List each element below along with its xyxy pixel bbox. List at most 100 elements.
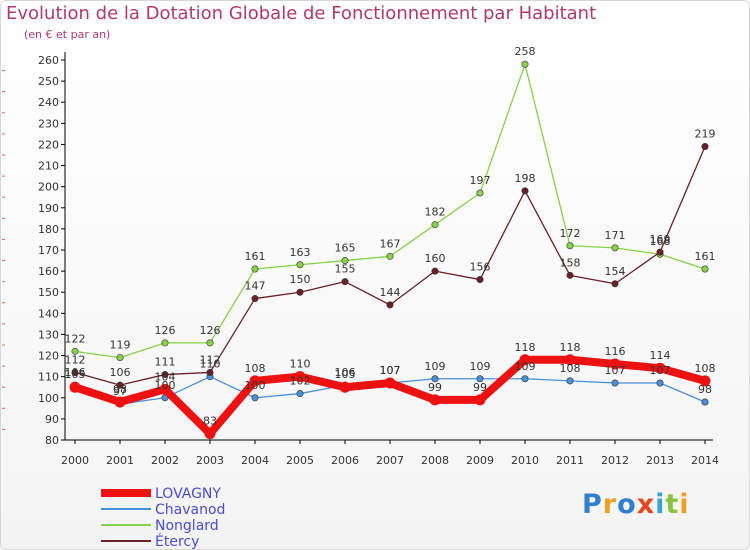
data-label: 165 [335, 242, 356, 255]
data-point [161, 371, 169, 379]
data-point [431, 221, 439, 229]
data-labels: 106 97 100 110 100 102 106 107 109 109 109 108 107 10… [65, 45, 716, 427]
data-label: 114 [650, 349, 671, 362]
y-tick-label: 90 [45, 413, 59, 426]
data-label: 169 [650, 233, 671, 246]
chart-subtitle: (en € et par an) [24, 28, 111, 41]
data-point [206, 339, 214, 347]
data-label: 118 [560, 341, 581, 354]
y-tick-label: 120 [38, 350, 59, 363]
series-lines [69, 60, 711, 440]
data-label: 198 [515, 172, 536, 185]
data-point [566, 377, 574, 385]
data-point [71, 368, 79, 376]
data-point [474, 394, 486, 406]
data-label: 99 [473, 381, 487, 394]
data-point [206, 368, 214, 376]
data-label: 161 [245, 250, 266, 263]
data-point [521, 375, 529, 383]
data-point [161, 339, 169, 347]
y-tick-label: 250 [38, 75, 59, 88]
logo-letter: P [582, 489, 603, 520]
data-label: 112 [65, 353, 86, 366]
data-label: 105 [335, 368, 356, 381]
data-label: 100 [245, 379, 266, 392]
x-tick-label: 2007 [376, 454, 404, 467]
x-tick-label: 2006 [331, 454, 359, 467]
data-point [249, 375, 261, 387]
axes: 8090100110120130140150160170180190200210… [2, 52, 719, 467]
data-label: 109 [425, 360, 446, 373]
data-label: 126 [200, 324, 221, 337]
data-point [339, 381, 351, 393]
data-point [521, 187, 529, 195]
data-point [611, 379, 619, 387]
data-label: 116 [605, 345, 626, 358]
data-point [204, 428, 216, 440]
data-point [519, 354, 531, 366]
data-point [296, 288, 304, 296]
x-tick-label: 2011 [556, 454, 584, 467]
data-label: 98 [698, 383, 712, 396]
data-point [386, 252, 394, 260]
data-point [429, 394, 441, 406]
data-point [294, 371, 306, 383]
x-tick-label: 2014 [691, 454, 719, 467]
x-tick-label: 2001 [106, 454, 134, 467]
y-tick-label: 180 [38, 223, 59, 236]
legend-label-chavanod: Chavanod [155, 502, 225, 518]
data-label: 97 [113, 385, 127, 398]
data-label: 119 [110, 339, 131, 352]
y-tick-label: 110 [38, 371, 59, 384]
data-point [341, 257, 349, 265]
y-tick-label: 100 [38, 392, 59, 405]
data-point [296, 261, 304, 269]
data-label: 83 [203, 415, 217, 428]
logo-letter: x [636, 489, 656, 520]
data-point [656, 248, 664, 256]
x-tick-label: 2008 [421, 454, 449, 467]
data-label: 122 [65, 332, 86, 345]
data-point [114, 396, 126, 408]
data-label: 100 [155, 379, 176, 392]
logo-letter: o [617, 489, 637, 520]
data-point [476, 375, 484, 383]
logo-letter: i [679, 489, 690, 520]
data-point [521, 60, 529, 68]
data-point [71, 347, 79, 355]
data-label: 168 [650, 235, 671, 248]
data-label: 105 [65, 368, 86, 381]
data-label: 110 [200, 358, 221, 371]
data-point [656, 379, 664, 387]
data-label: 161 [695, 250, 716, 263]
data-label: 258 [515, 45, 536, 58]
legend-label-étercy: Étercy [155, 533, 199, 550]
x-tick-label: 2003 [196, 454, 224, 467]
data-label: 154 [605, 265, 626, 278]
data-point [69, 381, 81, 393]
y-tick-label: 140 [38, 307, 59, 320]
y-tick-label: 240 [38, 96, 59, 109]
y-tick-label: 150 [38, 286, 59, 299]
y-tick-label: 160 [38, 265, 59, 278]
chart-title: Evolution de la Dotation Globale de Fonc… [6, 3, 597, 24]
data-point [566, 242, 574, 250]
data-label: 104 [155, 370, 176, 383]
data-point [296, 390, 304, 398]
legend-label-lovagny: LOVAGNY [155, 486, 221, 502]
x-tick-label: 2009 [466, 454, 494, 467]
data-point [251, 295, 259, 303]
data-point [611, 280, 619, 288]
y-tick-label: 170 [38, 244, 59, 257]
y-tick-label: 230 [38, 117, 59, 130]
y-tick-label: 220 [38, 138, 59, 151]
x-tick-label: 2000 [61, 454, 89, 467]
data-point [116, 381, 124, 389]
data-label: 107 [650, 364, 671, 377]
legend-label-nonglard: Nonglard [155, 518, 219, 534]
data-point [341, 278, 349, 286]
data-label: 172 [560, 227, 581, 240]
data-label: 106 [335, 366, 356, 379]
